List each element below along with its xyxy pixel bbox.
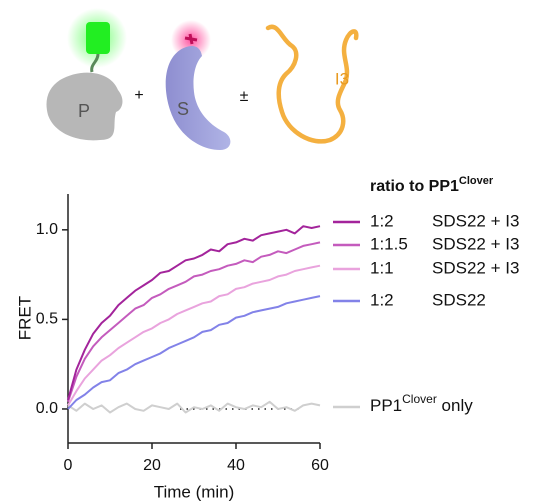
legend-condition: SDS22 + I3 [432,211,519,230]
legend-label: 1:2 [370,211,394,230]
protein-s [165,46,231,150]
series-line [67,241,321,403]
y-tick-label: 1.0 [36,221,58,238]
series-line [67,264,321,406]
operator: + [134,87,143,104]
legend-label: 1:1 [370,258,394,277]
legend-title: ratio to PP1Clover [370,175,494,195]
legend-condition: SDS22 + I3 [432,234,519,253]
legend-label: PP1Clover only [370,392,473,415]
star [184,33,198,45]
operator: ± [240,88,249,105]
legend-label: 1:2 [370,290,394,309]
legend-name: PP1 [370,396,402,415]
legend-condition: SDS22 + I3 [432,258,519,277]
series-line [67,400,321,414]
label-s: S [177,99,189,119]
x-tick-label: 40 [227,457,245,474]
legend-name-sup: Clover [402,392,437,406]
y-axis-label: FRET [15,296,34,340]
illustration: P + S ± I3 [46,8,359,150]
protein-p [46,72,123,141]
chart: FRET Time (min) 0.0 0.5 1.0 0 20 40 60 ratio to… [15,175,519,502]
x-tick-label: 60 [311,457,329,474]
series-line [67,225,321,401]
x-axis-label: Time (min) [154,482,235,501]
peptide-i3 [265,24,359,144]
linker [90,53,100,73]
legend-title-sup: Clover [459,175,494,187]
x-tick-label: 0 [64,457,73,474]
y-tick-label: 0.5 [36,311,58,328]
legend-condition: SDS22 [432,290,486,309]
x-tick-label: 20 [143,457,161,474]
clover-tag [86,22,110,54]
legend-title-text: ratio to PP1 [370,178,459,195]
legend-name-suffix: only [437,396,473,415]
label-p: P [78,101,90,121]
label-i3: I3 [335,69,349,88]
y-tick-label: 0.0 [36,400,58,417]
legend-label: 1:1.5 [370,234,408,253]
series-line [67,295,321,410]
